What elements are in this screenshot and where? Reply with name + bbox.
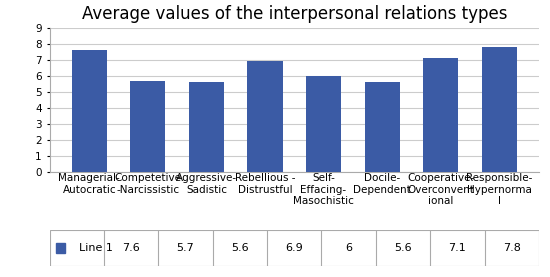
Bar [365, 82, 400, 172]
Bar [189, 82, 224, 172]
Text: Line 1: Line 1 [79, 243, 113, 253]
Text: 7.6: 7.6 [122, 243, 140, 253]
Text: 5.6: 5.6 [394, 243, 412, 253]
Bar [306, 76, 341, 172]
Text: 6: 6 [345, 243, 352, 253]
Bar [482, 47, 517, 172]
Bar [423, 58, 458, 172]
Bar [72, 50, 107, 172]
Text: 6.9: 6.9 [285, 243, 303, 253]
Text: 7.1: 7.1 [449, 243, 466, 253]
Text: 7.8: 7.8 [503, 243, 521, 253]
Bar [130, 81, 166, 172]
Title: Average values of the interpersonal relations types: Average values of the interpersonal rela… [81, 5, 507, 23]
Text: 5.6: 5.6 [231, 243, 249, 253]
Bar [248, 61, 283, 172]
Bar [56, 243, 65, 253]
Text: 5.7: 5.7 [177, 243, 194, 253]
